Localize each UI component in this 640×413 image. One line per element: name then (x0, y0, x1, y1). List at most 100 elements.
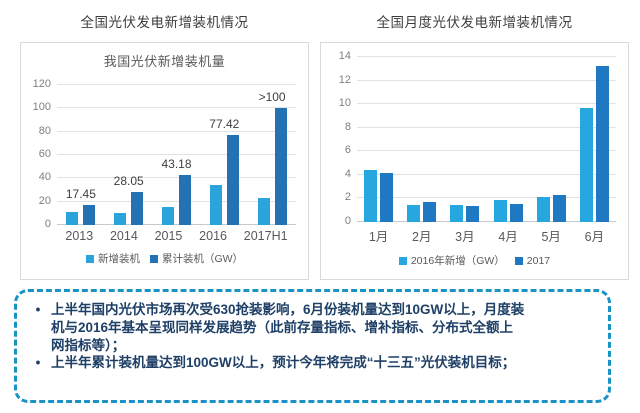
note-bullet-item: • 上半年国内光伏市场再次受630抢装影响，6月份装机量达到10GW以上，月度装… (33, 301, 525, 354)
bar-group-5月 (536, 57, 566, 222)
x-axis-tick-label: 2月 (412, 230, 432, 244)
note-text: 上半年累计装机量达到100GW以上，预计今年将完成“十三五”光伏装机目标； (51, 355, 516, 371)
y-axis-tick-label: 6 (344, 144, 351, 157)
summary-note-list: • 上半年国内光伏市场再次受630抢装影响，6月份装机量达到10GW以上，月度装… (33, 301, 525, 372)
bar-新增装机-2016 (209, 184, 222, 225)
bar-2016年新增（GW）-2月 (407, 204, 421, 222)
y-axis-tick-label: 20 (38, 194, 51, 207)
bar-2016年新增（GW）-4月 (493, 200, 507, 222)
note-text: 上半年国内光伏市场再次受630抢装影响，6月份装机量达到10GW以上，月度装机与… (51, 302, 525, 353)
left-chart-panel: 我国光伏新增装机量 0 20 40 60 80 100 120 17.45 28.05 43.18 7… (20, 42, 309, 280)
legend-label: 2016年新增（GW） (410, 255, 505, 267)
bar-新增装机-2017H1 (257, 197, 270, 225)
bar-value-label: >100 (258, 90, 286, 105)
right-chart-title: 全国月度光伏发电新增装机情况 (376, 15, 573, 30)
gridline (357, 103, 616, 105)
chart-inner-title: 我国光伏新增装机量 (103, 54, 226, 69)
bar-2017-6月 (595, 66, 609, 222)
bar-group-4月 (493, 57, 523, 222)
chart-legend: 2016年新增（GW） 2017 (321, 253, 628, 268)
x-axis-tick-label: 3月 (455, 230, 475, 244)
chart-legend: 新增装机 累计装机（GW） (21, 251, 308, 266)
y-axis-tick-label: 40 (38, 171, 51, 184)
gridline (357, 79, 616, 81)
gridline (357, 173, 616, 175)
gridline (357, 221, 616, 222)
bar-累计装机（GW）-2017H1 (274, 108, 287, 225)
plot-area: 0 2 4 6 8 10 12 14 (339, 51, 616, 227)
gridline (57, 107, 296, 109)
bar-group-6月 (579, 57, 609, 222)
bar-value-label: 77.42 (209, 116, 240, 131)
legend-item: 2017 (514, 254, 551, 267)
gridline (57, 130, 296, 132)
gridline (57, 177, 296, 179)
gridline (57, 224, 296, 225)
bar-新增装机-2013 (66, 212, 79, 225)
bar-group-3月 (450, 57, 480, 222)
legend-item: 2016年新增（GW） (398, 253, 505, 268)
y-axis-tick-label: 100 (32, 101, 51, 114)
x-axis-tick-label: 4月 (498, 230, 518, 244)
bar-group-2014: 28.05 (113, 85, 144, 225)
gridline (357, 126, 616, 128)
bar-group-2016: 77.42 (209, 85, 240, 225)
legend-label: 2017 (526, 254, 551, 267)
legend-swatch-icon (398, 256, 407, 265)
x-axis-tick-label: 5月 (541, 230, 561, 244)
bar-新增装机-2015 (161, 207, 174, 225)
y-axis-tick-label: 120 (32, 78, 51, 90)
bar-group-2013: 17.45 (65, 85, 96, 225)
bar-累计装机（GW）-2015 (178, 174, 191, 225)
bars-row (357, 57, 616, 222)
left-chart-title: 全国光伏发电新增装机情况 (80, 15, 249, 30)
x-axis-tick-label: 2017H1 (243, 229, 288, 243)
bar-2017-2月 (423, 201, 437, 222)
bar-2017-3月 (466, 205, 480, 222)
y-axis-tick-label: 4 (344, 167, 351, 180)
plot-area: 0 20 40 60 80 100 120 17.45 28.05 43.18 77.42 >100 (33, 79, 296, 230)
bar-group-1月 (364, 57, 394, 222)
gridline (357, 56, 616, 57)
x-axis-tick-label: 6月 (584, 230, 605, 244)
bar-value-label: 17.45 (65, 186, 96, 201)
gridline (57, 200, 296, 202)
bar-group-2月 (407, 57, 437, 222)
y-axis-tick-label: 12 (338, 73, 351, 86)
bar-2016年新增（GW）-5月 (536, 197, 550, 222)
y-axis-tick-label: 80 (38, 124, 51, 137)
y-axis-tick-label: 60 (38, 148, 51, 160)
y-axis-tick-label: 0 (44, 218, 51, 230)
bar-group-2017H1: >100 (257, 85, 287, 225)
y-axis-tick-label: 2 (344, 191, 351, 204)
bar-2016年新增（GW）-1月 (364, 170, 378, 222)
y-axis-tick-label: 0 (344, 215, 351, 227)
gridline (357, 150, 616, 152)
x-axis-tick-label: 1月 (368, 230, 389, 244)
gridline (57, 154, 296, 155)
legend-label: 累计装机（GW） (161, 253, 244, 265)
right-chart-panel: 0 2 4 6 8 10 12 14 1月 2月 3月 4月 5月 6月 2016年新增（GW） 2017 (320, 42, 629, 280)
y-axis-tick-label: 8 (344, 120, 351, 133)
legend-label: 新增装机 (97, 253, 140, 265)
x-axis-tick-label: 2015 (154, 229, 183, 243)
bar-2016年新增（GW）-3月 (450, 204, 464, 222)
bar-2016年新增（GW）-6月 (579, 107, 593, 222)
x-axis-labels: 2013 2014 2015 2016 2017H1 (57, 229, 296, 243)
x-axis-tick-label: 2016 (199, 229, 227, 243)
bullet-marker: • (35, 302, 41, 317)
bar-value-label: 28.05 (113, 174, 144, 189)
y-axis-tick-label: 10 (338, 97, 351, 110)
y-axis-tick-label: 14 (338, 50, 351, 62)
x-axis-tick-label: 2014 (109, 229, 138, 243)
bar-2017-4月 (509, 203, 523, 222)
legend-swatch-icon (149, 254, 158, 263)
bar-累计装机（GW）-2014 (131, 192, 144, 225)
bullet-marker: • (35, 355, 41, 371)
bar-2017-5月 (552, 195, 566, 222)
bar-value-label: 43.18 (161, 156, 192, 171)
bar-累计装机（GW）-2016 (226, 134, 239, 225)
legend-item: 新增装机 (85, 251, 140, 266)
bar-累计装机（GW）-2013 (83, 204, 96, 225)
gridline (357, 197, 616, 199)
